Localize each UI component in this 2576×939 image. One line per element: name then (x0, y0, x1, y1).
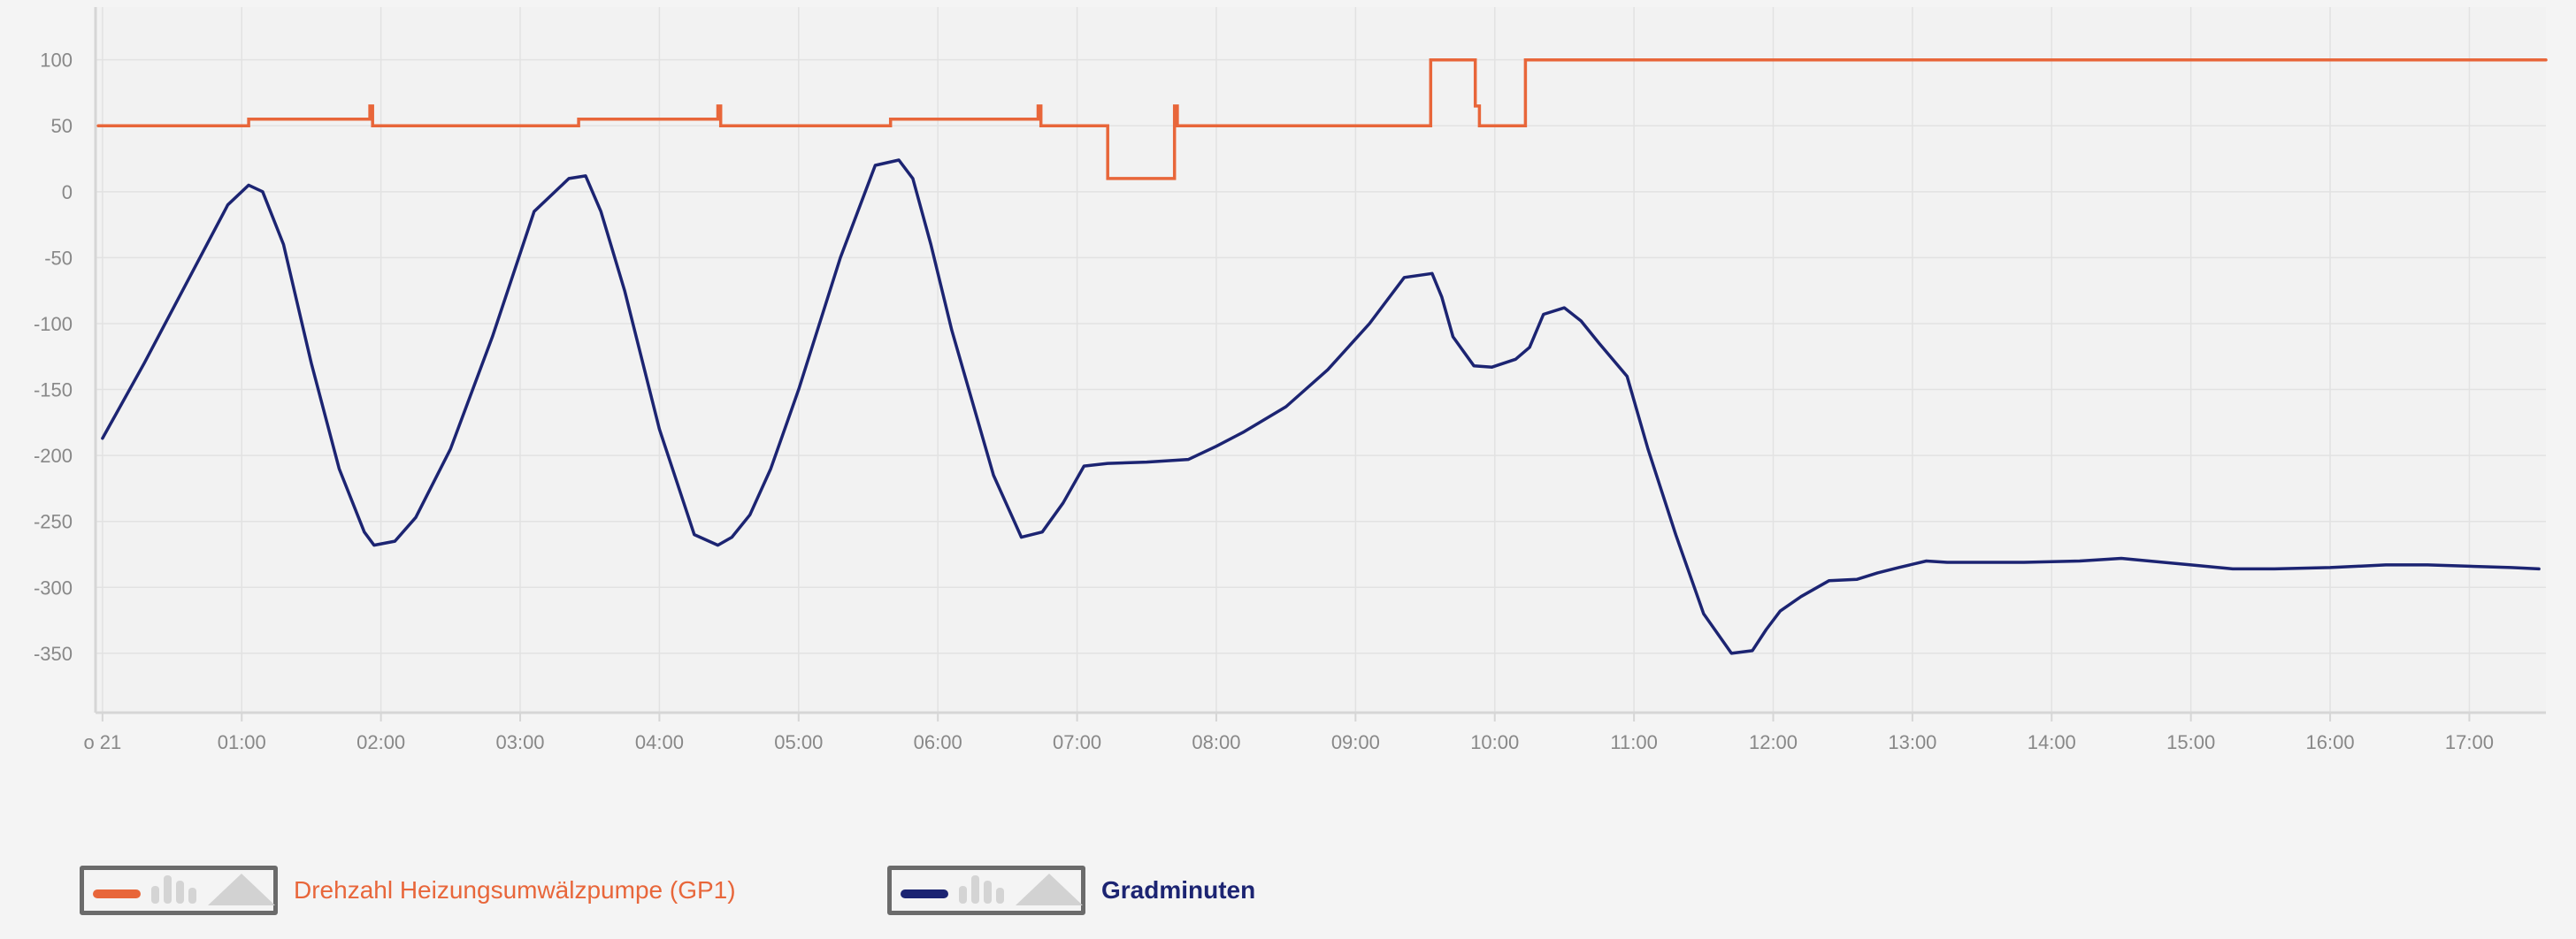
x-tick-label: 16:00 (2306, 731, 2355, 753)
series-line-pump-speed (96, 57, 2548, 180)
bar-chart-icon (959, 875, 1004, 904)
x-tick-label: 17:00 (2445, 731, 2494, 753)
line-swatch-icon (901, 889, 948, 898)
x-tick-label: 14:00 (2028, 731, 2076, 753)
x-tick-label: 05:00 (774, 731, 823, 753)
bar-chart-icon (151, 875, 196, 904)
plot-background (96, 7, 2546, 713)
y-tick-label: -50 (44, 247, 73, 269)
x-tick-label: 06:00 (914, 731, 962, 753)
y-tick-label: -100 (34, 313, 73, 335)
x-tick-label: 09:00 (1331, 731, 1380, 753)
legend-item-gradminuten[interactable]: Gradminuten (887, 864, 1255, 917)
y-tick-label: 0 (62, 181, 73, 203)
x-tick-label: 08:00 (1192, 731, 1240, 753)
x-axis-ticks: o 21 01:00 02:00 03:00 04:00 05:00 06:00 07:00 0… (83, 713, 2494, 753)
x-tick-label: o 21 (83, 731, 121, 753)
legend-toggle-pump-speed[interactable] (80, 866, 278, 915)
line-swatch-icon (93, 889, 141, 898)
y-tick-label: -350 (34, 643, 73, 665)
y-tick-label: -300 (34, 576, 73, 599)
axes (94, 7, 2546, 714)
x-tick-label: 12:00 (1749, 731, 1798, 753)
series-line-gradminuten (101, 158, 2541, 655)
legend-label-gradminuten: Gradminuten (1101, 876, 1256, 904)
x-tick-label: 07:00 (1053, 731, 1101, 753)
legend-label-pump-speed: Drehzahl Heizungsumwälzpumpe (GP1) (294, 876, 736, 904)
x-tick-label: 01:00 (218, 731, 266, 753)
y-tick-label: -250 (34, 511, 73, 533)
legend-toggle-gradminuten[interactable] (887, 866, 1085, 915)
y-tick-label: -200 (34, 445, 73, 467)
x-tick-label: 15:00 (2166, 731, 2215, 753)
x-tick-label: 04:00 (635, 731, 684, 753)
x-tick-label: 10:00 (1470, 731, 1519, 753)
y-tick-label: 100 (40, 50, 73, 72)
x-tick-label: 03:00 (495, 731, 544, 753)
y-tick-label: -150 (34, 379, 73, 401)
series-lines (96, 57, 2548, 655)
x-tick-label: 02:00 (356, 731, 405, 753)
area-chart-icon (208, 874, 275, 905)
x-tick-label: 11:00 (1610, 731, 1657, 753)
legend-item-pump-speed[interactable]: Drehzahl Heizungsumwälzpumpe (GP1) (80, 864, 736, 917)
area-chart-icon (1016, 874, 1083, 905)
y-tick-label: 50 (51, 115, 73, 137)
y-axis-ticks: 100 50 0 -50 -100 -150 -200 -250 -300 -350 (34, 50, 73, 665)
x-tick-label: 13:00 (1888, 731, 1936, 753)
plot-area (96, 7, 2546, 713)
